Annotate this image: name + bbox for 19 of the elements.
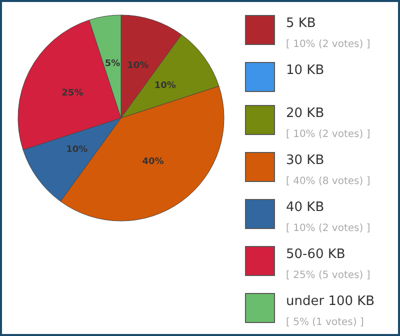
- text: [ 25% (5 votes) ]: [286, 270, 370, 281]
- legend-label: 20 KB: [286, 105, 326, 122]
- legend-label: 10 KB: [286, 62, 324, 79]
- data-label: 40%: [142, 157, 164, 168]
- legend-label: 5 KB: [286, 15, 317, 32]
- legend-label: 40 KB: [286, 199, 326, 216]
- legend-label: under 100 KB: [286, 293, 375, 310]
- text: [ 10% (2 votes) ]: [286, 223, 370, 234]
- data-label: 10%: [154, 80, 176, 91]
- legend-label: 30 KB: [286, 152, 326, 169]
- text: [ 10% (2 votes) ]: [286, 129, 370, 140]
- data-label: 10%: [127, 61, 149, 72]
- legend-label: 50-60 KB: [286, 246, 346, 263]
- data-label: 10%: [66, 145, 88, 156]
- data-label: 5%: [104, 59, 120, 70]
- data-label: 25%: [62, 88, 84, 98]
- text: [ 10% (2 votes) ]: [286, 39, 370, 50]
- text: [ 40% (8 votes) ]: [286, 176, 370, 187]
- text: [ 5% (1 votes) ]: [286, 317, 364, 328]
